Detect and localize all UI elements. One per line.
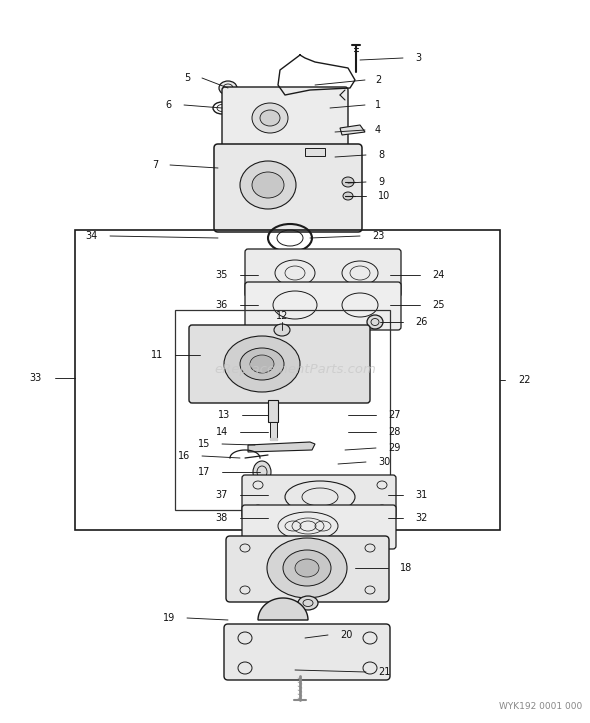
- Ellipse shape: [295, 559, 319, 577]
- Text: 12: 12: [276, 311, 288, 321]
- Text: 14: 14: [216, 427, 228, 437]
- Text: 7: 7: [152, 160, 158, 170]
- Text: 21: 21: [378, 667, 391, 677]
- Text: 23: 23: [372, 231, 384, 241]
- Polygon shape: [258, 598, 308, 620]
- Ellipse shape: [343, 192, 353, 200]
- Text: 5: 5: [183, 73, 190, 83]
- Ellipse shape: [260, 110, 280, 126]
- Ellipse shape: [252, 172, 284, 198]
- Text: 16: 16: [178, 451, 190, 461]
- Text: 31: 31: [415, 490, 427, 500]
- Text: 8: 8: [378, 150, 384, 160]
- Text: 38: 38: [216, 513, 228, 523]
- Text: eReplacementParts.com: eReplacementParts.com: [214, 364, 376, 377]
- Text: 4: 4: [375, 125, 381, 135]
- Text: 11: 11: [151, 350, 163, 360]
- Bar: [75, 230, 500, 530]
- Text: 17: 17: [198, 467, 210, 477]
- Bar: [268, 400, 278, 422]
- FancyBboxPatch shape: [245, 282, 401, 330]
- Text: 27: 27: [388, 410, 401, 420]
- FancyBboxPatch shape: [226, 536, 389, 602]
- Ellipse shape: [298, 596, 318, 610]
- Text: 33: 33: [30, 373, 42, 383]
- Text: 29: 29: [388, 443, 401, 453]
- Text: 2: 2: [375, 75, 381, 85]
- Text: 36: 36: [216, 300, 228, 310]
- Text: 32: 32: [415, 513, 427, 523]
- Ellipse shape: [224, 336, 300, 392]
- Ellipse shape: [274, 324, 290, 336]
- Text: 30: 30: [378, 457, 390, 467]
- FancyBboxPatch shape: [189, 325, 370, 403]
- Bar: [175, 310, 390, 510]
- Text: 15: 15: [198, 439, 210, 449]
- Text: 20: 20: [340, 630, 352, 640]
- Text: 22: 22: [518, 375, 530, 385]
- Ellipse shape: [283, 550, 331, 586]
- Text: 6: 6: [166, 100, 172, 110]
- Text: 18: 18: [400, 563, 412, 573]
- Polygon shape: [248, 442, 315, 452]
- Text: 24: 24: [432, 270, 444, 280]
- Ellipse shape: [240, 161, 296, 209]
- Text: 13: 13: [218, 410, 230, 420]
- Text: 37: 37: [215, 490, 228, 500]
- Polygon shape: [340, 125, 365, 135]
- Text: 9: 9: [378, 177, 384, 187]
- Ellipse shape: [219, 81, 237, 95]
- Text: WYK192 0001 000: WYK192 0001 000: [499, 702, 582, 711]
- Ellipse shape: [240, 348, 284, 380]
- Bar: [305, 148, 325, 156]
- FancyBboxPatch shape: [242, 475, 396, 519]
- Polygon shape: [270, 438, 277, 440]
- Ellipse shape: [367, 315, 383, 329]
- Bar: [270, 422, 277, 440]
- Text: 3: 3: [415, 53, 421, 63]
- Ellipse shape: [250, 355, 274, 373]
- Text: 34: 34: [86, 231, 98, 241]
- FancyBboxPatch shape: [242, 505, 396, 549]
- Text: 35: 35: [215, 270, 228, 280]
- FancyBboxPatch shape: [224, 624, 390, 680]
- Text: 25: 25: [432, 300, 444, 310]
- FancyBboxPatch shape: [222, 87, 348, 148]
- Text: 10: 10: [378, 191, 390, 201]
- Text: 26: 26: [415, 317, 427, 327]
- Text: 1: 1: [375, 100, 381, 110]
- FancyBboxPatch shape: [245, 249, 401, 297]
- Text: 28: 28: [388, 427, 401, 437]
- Ellipse shape: [267, 538, 347, 598]
- Ellipse shape: [252, 103, 288, 133]
- FancyBboxPatch shape: [214, 144, 362, 232]
- Text: 19: 19: [163, 613, 175, 623]
- Ellipse shape: [253, 461, 271, 483]
- Ellipse shape: [342, 177, 354, 187]
